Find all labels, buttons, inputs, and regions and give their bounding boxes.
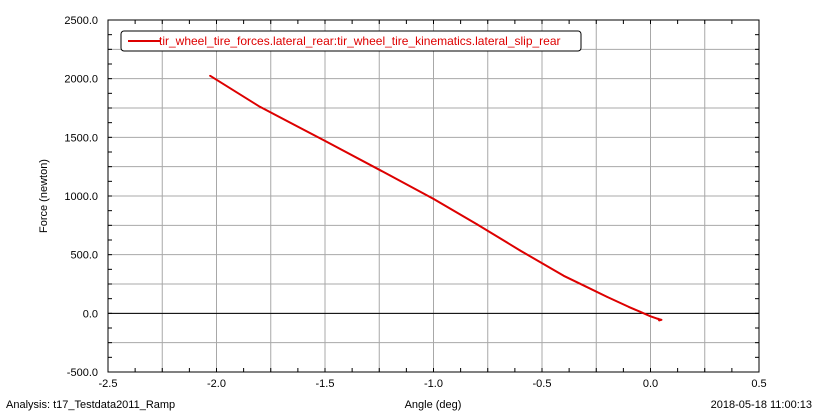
x-tick-labels: -2.5 -2.0 -1.5 -1.0 -0.5 0.0 0.5 xyxy=(99,378,767,390)
y-tick-label: 0.0 xyxy=(83,308,98,320)
legend[interactable]: tir_wheel_tire_forces.lateral_rear:tir_w… xyxy=(120,30,582,52)
legend-box xyxy=(120,30,582,52)
y-tick-label: 1000.0 xyxy=(64,191,98,203)
x-tick-label: -2.0 xyxy=(207,378,226,390)
series-group xyxy=(209,74,663,322)
data-point xyxy=(638,310,641,313)
y-tick-label: 2000.0 xyxy=(64,74,98,86)
y-tick-label: -500.0 xyxy=(67,367,98,379)
x-tick-label: -1.5 xyxy=(316,378,335,390)
plot-frame xyxy=(107,19,760,373)
data-point xyxy=(562,274,565,277)
x-axis-title: Angle (deg) xyxy=(404,399,462,411)
data-point xyxy=(660,318,663,321)
data-point xyxy=(209,74,211,77)
y-tick-label: 500.0 xyxy=(70,250,98,262)
data-point xyxy=(649,315,652,318)
data-point xyxy=(476,223,478,226)
x-tick-label: 0.0 xyxy=(643,378,658,390)
y-tick-label: 2500.0 xyxy=(64,15,98,27)
y-tick-label: 1500.0 xyxy=(64,132,98,144)
data-point xyxy=(324,139,326,142)
legend-series-label: tir_wheel_tire_forces.lateral_rear:tir_w… xyxy=(159,34,561,48)
x-tick-label: -1.0 xyxy=(424,378,443,390)
y-axis-title: Force (newton) xyxy=(38,159,50,233)
timestamp-label: 2018-05-18 11:00:13 xyxy=(710,399,812,411)
x-tick-label: 0.5 xyxy=(751,378,766,390)
line-chart: -2.5 -2.0 -1.5 -1.0 -0.5 0.0 0.5 2500.0 2000.0 1… xyxy=(38,15,767,390)
analysis-label: Analysis: t17_Testdata2011_Ramp xyxy=(6,399,176,411)
data-point xyxy=(519,249,522,252)
data-point xyxy=(658,319,661,322)
data-point xyxy=(627,305,630,308)
data-point xyxy=(606,296,608,298)
data-point xyxy=(584,285,587,288)
x-tick-label: -2.5 xyxy=(99,378,118,390)
data-point xyxy=(657,317,659,320)
x-tick-label: -0.5 xyxy=(533,378,552,390)
y-tick-labels: 2500.0 2000.0 1500.0 1000.0 500.0 0.0 -500.0 xyxy=(64,15,98,379)
data-point xyxy=(259,105,261,108)
data-point xyxy=(432,198,435,200)
data-point xyxy=(389,174,391,177)
